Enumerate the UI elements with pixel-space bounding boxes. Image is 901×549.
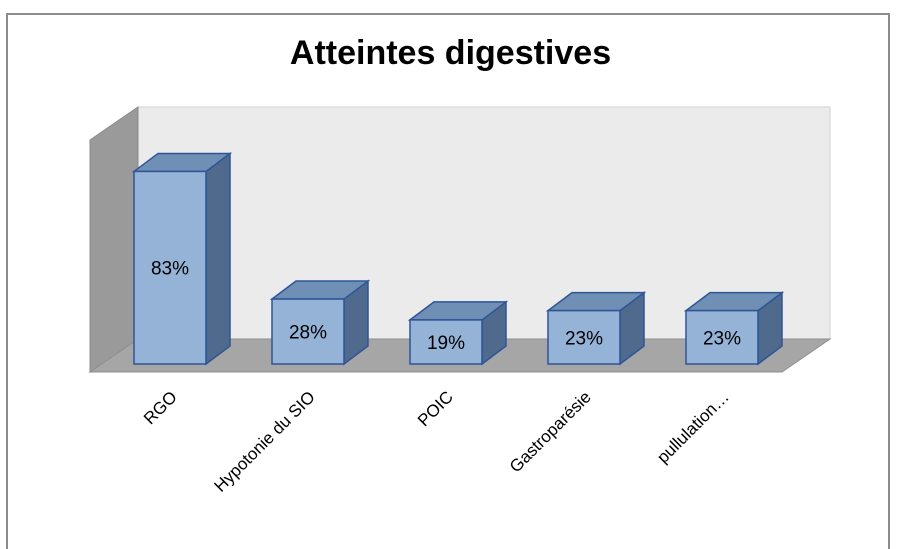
data-label: 23% (703, 328, 741, 349)
data-label: 83% (151, 259, 189, 280)
bar: 83% (131, 151, 233, 366)
category-label: RGO (140, 387, 181, 428)
bar-side-face (205, 151, 231, 366)
data-label: 28% (289, 323, 327, 344)
category-label: pullulation… (653, 387, 733, 467)
bar: 19% (407, 300, 509, 366)
bar: 23% (545, 291, 647, 366)
bar: 28% (269, 279, 371, 366)
category-label: Hypotonie du SIO (210, 387, 318, 495)
data-label: 19% (427, 333, 465, 354)
bar-front-face (271, 298, 345, 365)
bar-front-face (547, 309, 621, 365)
bar-front-face (409, 319, 483, 365)
data-label: 23% (565, 328, 603, 349)
category-label: Gastroparésie (506, 387, 595, 476)
bar: 23% (683, 291, 785, 366)
bar-front-face (133, 170, 207, 365)
chart-title: Atteintes digestives (289, 34, 612, 72)
category-label: POIC (414, 387, 457, 430)
bar-front-face (685, 309, 759, 365)
side-wall (89, 106, 139, 373)
